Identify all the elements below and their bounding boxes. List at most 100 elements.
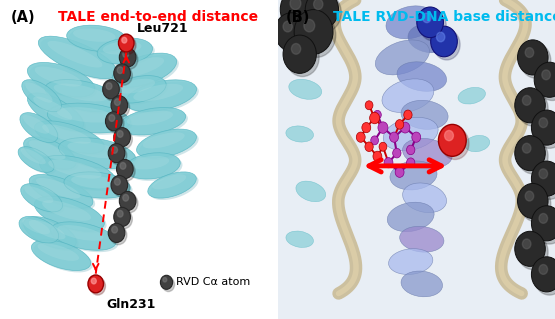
Ellipse shape [99, 40, 155, 66]
Circle shape [291, 43, 301, 54]
Circle shape [119, 191, 136, 211]
Ellipse shape [390, 161, 437, 190]
Circle shape [514, 88, 545, 123]
Circle shape [406, 158, 415, 167]
Circle shape [114, 179, 120, 185]
Ellipse shape [465, 135, 490, 152]
Ellipse shape [24, 82, 64, 114]
Ellipse shape [112, 53, 176, 87]
Circle shape [115, 210, 133, 229]
Circle shape [283, 35, 316, 73]
Ellipse shape [150, 174, 199, 200]
Ellipse shape [47, 81, 124, 114]
Ellipse shape [114, 78, 168, 105]
Ellipse shape [23, 186, 65, 214]
Circle shape [365, 101, 373, 110]
Circle shape [305, 0, 339, 29]
Circle shape [110, 226, 127, 245]
Ellipse shape [148, 172, 196, 198]
Ellipse shape [38, 36, 117, 78]
Ellipse shape [67, 142, 122, 158]
Circle shape [401, 122, 410, 133]
Ellipse shape [125, 80, 196, 112]
Circle shape [390, 132, 398, 142]
Circle shape [91, 278, 97, 284]
Ellipse shape [29, 174, 93, 208]
Ellipse shape [139, 131, 199, 160]
Circle shape [114, 64, 130, 83]
Ellipse shape [382, 79, 434, 113]
Circle shape [384, 158, 393, 168]
Circle shape [379, 142, 387, 151]
Ellipse shape [387, 202, 434, 232]
Ellipse shape [61, 139, 138, 171]
Circle shape [114, 207, 130, 226]
Ellipse shape [119, 57, 164, 77]
Circle shape [441, 128, 469, 160]
Ellipse shape [26, 139, 78, 171]
Circle shape [109, 115, 115, 122]
Circle shape [115, 130, 133, 149]
Ellipse shape [42, 200, 91, 221]
Ellipse shape [128, 82, 199, 114]
Ellipse shape [143, 132, 185, 148]
Ellipse shape [22, 80, 62, 112]
Ellipse shape [114, 55, 179, 89]
Circle shape [374, 110, 381, 119]
Circle shape [294, 10, 333, 54]
Circle shape [539, 264, 548, 274]
Ellipse shape [22, 115, 60, 145]
Circle shape [275, 13, 308, 51]
Text: (A): (A) [11, 10, 36, 25]
Ellipse shape [29, 95, 86, 132]
Ellipse shape [33, 97, 72, 120]
Circle shape [525, 48, 534, 57]
Ellipse shape [384, 117, 438, 151]
Circle shape [412, 132, 421, 142]
Ellipse shape [54, 84, 107, 101]
Ellipse shape [24, 137, 76, 169]
Circle shape [119, 48, 136, 67]
Circle shape [522, 143, 531, 153]
Circle shape [110, 146, 127, 165]
Circle shape [356, 132, 365, 142]
Ellipse shape [27, 63, 95, 97]
Circle shape [122, 37, 127, 43]
Ellipse shape [137, 129, 196, 158]
Ellipse shape [130, 156, 169, 169]
Circle shape [119, 34, 134, 52]
Circle shape [534, 164, 555, 199]
Ellipse shape [20, 113, 58, 143]
Circle shape [108, 223, 125, 242]
Ellipse shape [21, 149, 56, 174]
Circle shape [120, 163, 126, 169]
Circle shape [531, 110, 555, 145]
Circle shape [290, 0, 301, 10]
Circle shape [420, 10, 446, 41]
Ellipse shape [45, 79, 122, 112]
Ellipse shape [289, 79, 322, 99]
Ellipse shape [19, 216, 59, 243]
Circle shape [395, 120, 404, 129]
Circle shape [514, 136, 545, 171]
Ellipse shape [42, 157, 118, 191]
Ellipse shape [401, 271, 442, 297]
Ellipse shape [53, 224, 118, 252]
Ellipse shape [48, 41, 102, 68]
Circle shape [111, 96, 128, 115]
Circle shape [280, 0, 319, 32]
Ellipse shape [32, 240, 90, 271]
Ellipse shape [41, 38, 119, 80]
Circle shape [378, 122, 388, 133]
Ellipse shape [35, 67, 82, 86]
Ellipse shape [397, 62, 447, 91]
Ellipse shape [117, 79, 155, 93]
Circle shape [123, 194, 129, 201]
Ellipse shape [34, 196, 104, 231]
Circle shape [365, 142, 373, 152]
Ellipse shape [48, 160, 102, 179]
Circle shape [108, 114, 124, 133]
Ellipse shape [37, 198, 107, 233]
Ellipse shape [127, 111, 173, 125]
Ellipse shape [402, 183, 447, 212]
